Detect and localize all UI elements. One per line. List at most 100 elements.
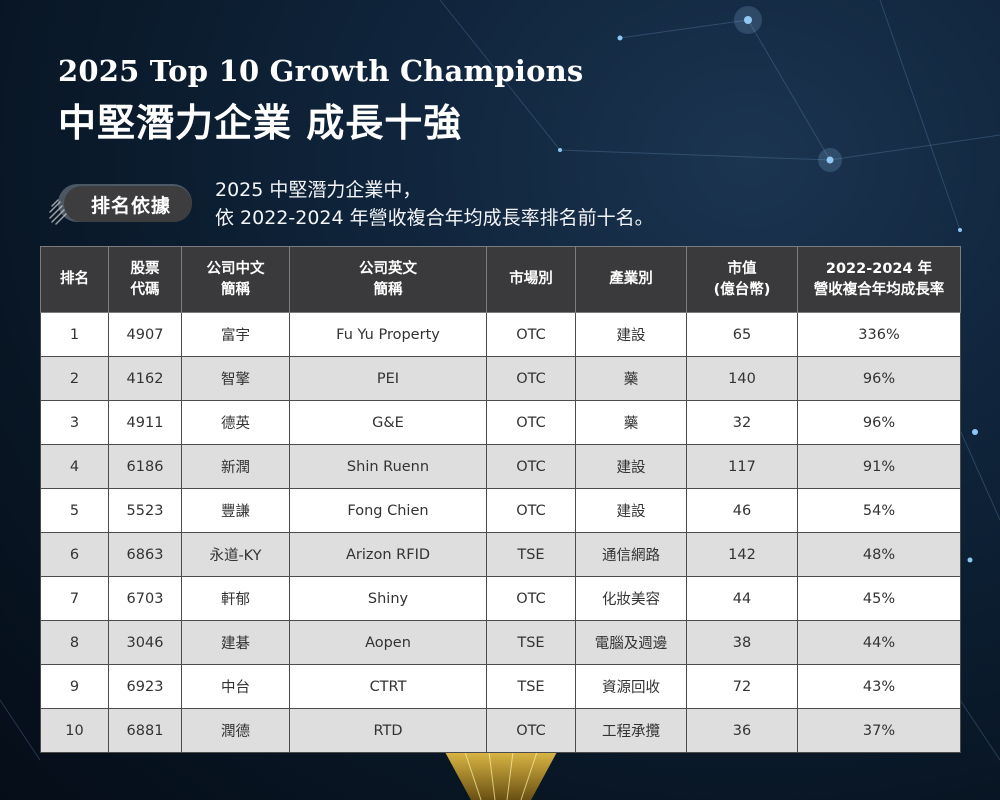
cagr-cell: 96%: [797, 400, 961, 445]
col-header-industry: 產業別: [575, 246, 687, 313]
cagr-cell: 336%: [797, 312, 961, 357]
industry-cell: 建設: [575, 312, 687, 357]
market-cap-cell: 44: [686, 576, 798, 621]
market-cell: OTC: [486, 400, 576, 445]
rank-cell: 4: [40, 444, 109, 489]
stock-code-cell: 6186: [108, 444, 182, 489]
market-cell: OTC: [486, 312, 576, 357]
industry-cell: 工程承攬: [575, 708, 687, 753]
industry-cell: 藥: [575, 356, 687, 401]
industry-cell: 資源回收: [575, 664, 687, 709]
criteria-line-1: 2025 中堅潛力企業中，: [215, 179, 422, 201]
market-cap-cell: 117: [686, 444, 798, 489]
col-header-cagr: 2022-2024 年營收複合年均成長率: [797, 246, 961, 313]
table-row: 9 6923 中台 CTRT TSE 資源回收 72 43%: [40, 664, 961, 709]
name-zh-cell: 建碁: [181, 620, 290, 665]
market-cap-cell: 36: [686, 708, 798, 753]
cagr-cell: 96%: [797, 356, 961, 401]
title-english: 2025 Top 10 Growth Champions: [58, 54, 584, 88]
stock-code-cell: 4911: [108, 400, 182, 445]
cagr-cell: 48%: [797, 532, 961, 577]
stock-code-cell: 4907: [108, 312, 182, 357]
name-en-cell: Fu Yu Property: [289, 312, 487, 357]
market-cap-cell: 32: [686, 400, 798, 445]
rank-cell: 5: [40, 488, 109, 533]
market-cell: OTC: [486, 488, 576, 533]
rank-cell: 10: [40, 708, 109, 753]
table-row: 5 5523 豐謙 Fong Chien OTC 建設 46 54%: [40, 488, 961, 533]
badge-label: 排名依據: [90, 194, 171, 217]
market-cap-cell: 38: [686, 620, 798, 665]
criteria-badge: 排名依據: [42, 176, 192, 232]
table-row: 7 6703 軒郁 Shiny OTC 化妝美容 44 45%: [40, 576, 961, 621]
stock-code-cell: 6923: [108, 664, 182, 709]
industry-cell: 通信網路: [575, 532, 687, 577]
cagr-cell: 54%: [797, 488, 961, 533]
name-zh-cell: 中台: [181, 664, 290, 709]
rank-cell: 6: [40, 532, 109, 577]
table-row: 3 4911 德英 G&E OTC 藥 32 96%: [40, 400, 961, 445]
industry-cell: 電腦及週邊: [575, 620, 687, 665]
table-header-row: 排名 股票 代碼 公司中文 簡稱 公司英文 簡稱 市場別 產業別 市值 (億台幣) 20…: [40, 246, 961, 313]
cagr-cell: 91%: [797, 444, 961, 489]
table-row: 2 4162 智擎 PEI OTC 藥 140 96%: [40, 356, 961, 401]
name-zh-cell: 智擎: [181, 356, 290, 401]
badge-shape-icon: [49, 184, 192, 225]
name-zh-cell: 德英: [181, 400, 290, 445]
light-beam-decoration: [445, 752, 557, 800]
cagr-cell: 44%: [797, 620, 961, 665]
col-header-stock-code: 股票 代碼: [108, 246, 182, 313]
stock-code-cell: 6703: [108, 576, 182, 621]
market-cap-cell: 140: [686, 356, 798, 401]
table-row: 6 6863 永道-KY Arizon RFID TSE 通信網路 142 48%: [40, 532, 961, 577]
cagr-cell: 45%: [797, 576, 961, 621]
name-en-cell: G&E: [289, 400, 487, 445]
market-cell: OTC: [486, 444, 576, 489]
market-cell: OTC: [486, 708, 576, 753]
market-cap-cell: 46: [686, 488, 798, 533]
col-header-rank: 排名: [40, 246, 109, 313]
name-en-cell: Shin Ruenn: [289, 444, 487, 489]
ranking-criteria: 2025 中堅潛力企業中， 依 2022-2024 年營收複合年均成長率排名前十…: [215, 176, 654, 232]
name-en-cell: PEI: [289, 356, 487, 401]
name-en-cell: RTD: [289, 708, 487, 753]
name-en-cell: Arizon RFID: [289, 532, 487, 577]
market-cap-cell: 65: [686, 312, 798, 357]
ranking-table: 排名 股票 代碼 公司中文 簡稱 公司英文 簡稱 市場別 產業別 市值 (億台幣) 20…: [40, 246, 961, 753]
rank-cell: 1: [40, 312, 109, 357]
cagr-cell: 43%: [797, 664, 961, 709]
name-zh-cell: 豐謙: [181, 488, 290, 533]
title-chinese: 中堅潛力企業 成長十強: [58, 100, 463, 145]
rank-cell: 9: [40, 664, 109, 709]
col-header-name-en: 公司英文 簡稱: [289, 246, 487, 313]
market-cell: OTC: [486, 576, 576, 621]
rank-cell: 8: [40, 620, 109, 665]
market-cap-cell: 142: [686, 532, 798, 577]
table-row: 10 6881 潤德 RTD OTC 工程承攬 36 37%: [40, 708, 961, 753]
name-zh-cell: 新潤: [181, 444, 290, 489]
rank-cell: 2: [40, 356, 109, 401]
table-row: 4 6186 新潤 Shin Ruenn OTC 建設 117 91%: [40, 444, 961, 489]
name-en-cell: CTRT: [289, 664, 487, 709]
table-row: 8 3046 建碁 Aopen TSE 電腦及週邊 38 44%: [40, 620, 961, 665]
industry-cell: 建設: [575, 444, 687, 489]
market-cell: TSE: [486, 620, 576, 665]
stock-code-cell: 5523: [108, 488, 182, 533]
cagr-cell: 37%: [797, 708, 961, 753]
name-zh-cell: 潤德: [181, 708, 290, 753]
stock-code-cell: 3046: [108, 620, 182, 665]
col-header-market: 市場別: [486, 246, 576, 313]
name-zh-cell: 富宇: [181, 312, 290, 357]
table-row: 1 4907 富宇 Fu Yu Property OTC 建設 65 336%: [40, 312, 961, 357]
col-header-name-zh: 公司中文 簡稱: [181, 246, 290, 313]
industry-cell: 建設: [575, 488, 687, 533]
name-en-cell: Shiny: [289, 576, 487, 621]
market-cell: TSE: [486, 532, 576, 577]
col-header-market-cap: 市值 (億台幣): [686, 246, 798, 313]
criteria-line-2: 依 2022-2024 年營收複合年均成長率排名前十名。: [215, 207, 654, 229]
market-cell: TSE: [486, 664, 576, 709]
name-en-cell: Fong Chien: [289, 488, 487, 533]
industry-cell: 化妝美容: [575, 576, 687, 621]
table-body: 1 4907 富宇 Fu Yu Property OTC 建設 65 336% 2 4162 智擎 P…: [40, 312, 961, 753]
